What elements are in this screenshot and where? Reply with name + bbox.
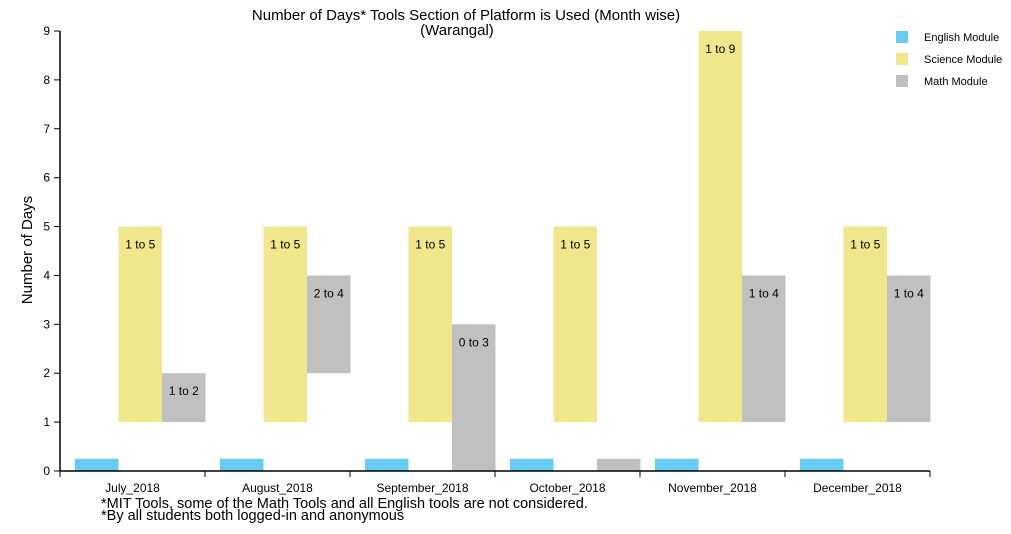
legend-label: Math Module [924,76,988,88]
bar-science-module-september_2018 [408,226,452,423]
bar-english-module-august_2018 [220,458,264,471]
axes-group: 0 1 2 3 4 5 6 7 8 9 July_2018 August_2018 September_… [43,24,931,495]
y-tick-label: 1 [43,415,50,429]
bar-science-module-october_2018 [553,226,597,423]
bar-label: 1 to 5 [415,238,445,252]
bar-math-module-july_2018 [162,373,206,423]
bar-english-module-december_2018 [800,458,844,471]
x-tick-label: December_2018 [813,481,902,495]
legend-swatch [896,53,908,65]
bar-label: 1 to 5 [270,238,300,252]
y-tick-label: 8 [43,73,50,87]
bar-label: 1 to 4 [749,286,779,300]
y-axis-title: Number of Days [19,196,36,304]
y-tick-label: 5 [43,220,50,234]
bar-math-module-october_2018 [597,458,641,471]
y-tick-label: 7 [43,122,50,136]
y-tick-label: 0 [43,464,50,478]
y-tick-label: 2 [43,366,50,380]
bar-english-module-november_2018 [655,458,699,471]
legend: English Module Science Module Math Module [896,31,1002,88]
bar-label: 1 to 9 [705,42,735,56]
bar-label: 1 to 5 [125,238,155,252]
x-tick-label: October_2018 [529,481,605,495]
x-tick-label: November_2018 [668,481,757,495]
y-tick-label: 9 [43,24,50,38]
legend-swatch [896,31,908,43]
bar-science-module-december_2018 [843,226,887,423]
bar-label: 1 to 5 [560,238,590,252]
legend-label: Science Module [924,54,1002,66]
bar-math-module-december_2018 [887,275,931,423]
y-tick-label: 3 [43,317,50,331]
bar-english-module-july_2018 [75,458,119,471]
y-tick-label: 4 [43,268,50,282]
bar-label: 2 to 4 [314,286,344,300]
legend-swatch [896,75,908,87]
bar-label: 1 to 4 [894,286,924,300]
bar-science-module-july_2018 [118,226,162,423]
chart-title: Number of Days* Tools Section of Platfor… [252,7,680,24]
bars-group: 1 to 5 1 to 5 1 to 5 1 to 5 1 to 9 1 to 5 1 to… [75,31,931,471]
bar-english-module-october_2018 [510,458,554,471]
footnote-1: *MIT Tools, some of the Math Tools and a… [101,496,588,512]
bar-label: 1 to 2 [169,384,199,398]
bar-math-module-august_2018 [307,275,351,374]
y-tick-label: 6 [43,171,50,185]
x-tick-label: September_2018 [376,481,468,495]
footnote-2: *By all students both logged-in and anon… [101,508,405,524]
bar-label: 1 to 5 [850,238,880,252]
bar-math-module-november_2018 [742,275,786,423]
x-tick-label: July_2018 [105,481,160,495]
bar-math-module-september_2018 [452,324,496,471]
bar-english-module-september_2018 [365,458,409,471]
bar-science-module-november_2018 [698,31,742,423]
x-tick-label: August_2018 [242,481,313,495]
bar-science-module-august_2018 [263,226,307,423]
legend-label: English Module [924,32,999,44]
chart-subtitle: (Warangal) [420,22,494,39]
bar-label: 0 to 3 [459,335,489,349]
